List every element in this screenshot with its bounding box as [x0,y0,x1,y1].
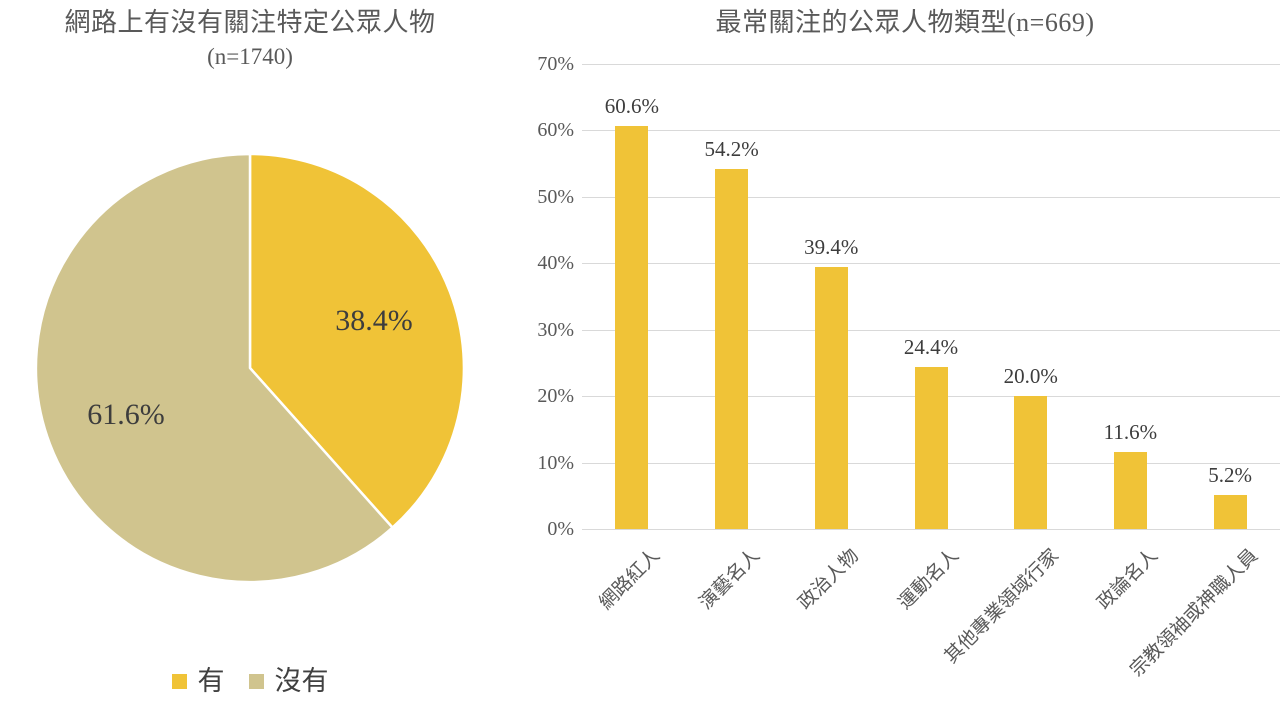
y-axis-tick-label: 10% [537,451,574,474]
bar-3 [814,267,848,529]
gridline [582,329,1280,331]
x-category-label: 演藝名人 [695,545,764,614]
bar-5 [1014,396,1048,529]
pie-chart-title: 網路上有沒有關注特定公眾人物 [64,8,436,37]
gridline [582,529,1280,530]
y-axis-tick-label: 0% [547,518,574,540]
bar-value-label: 60.6% [604,94,660,119]
pie-chart-section: 網路上有沒有關注特定公眾人物 (n=1740) 有 沒有 38.4% 61.6% [0,0,500,720]
gridline [582,196,1280,198]
bar-value-label: 11.6% [1103,419,1158,444]
bar-value-label: 54.2% [704,137,759,161]
bar-2 [715,169,749,529]
y-axis-tick-label: 60% [537,119,574,142]
x-category-label: 政治人物 [794,545,864,614]
gridline [582,64,1280,65]
bar-value-label: 20.0% [1003,364,1058,389]
x-category-label: 政論名人 [1093,545,1163,614]
x-category-label: 網路紅人 [595,545,665,614]
legend-swatch [248,674,264,689]
y-axis-tick-label: 40% [537,252,574,275]
legend-label: 有 [197,666,225,696]
bar-plot-area: 0% 10% 20% 30% 40% 50% 60% 70% 60.6% 網路紅人 54.2% 演藝名… [537,53,1280,681]
x-category-label: 運動名人 [894,545,964,614]
pie-chart-subtitle: (n=1740) [207,44,293,69]
pie-data-label: 61.6% [87,398,165,431]
legend-item: 有 [171,666,225,696]
y-axis-tick-label: 20% [537,385,574,408]
bar-chart-title: 最常關注的公眾人物類型(n=669) [715,8,1095,37]
y-axis-tick-label: 50% [537,185,574,208]
pie-chart [34,152,466,584]
y-axis-tick-label: 30% [537,318,574,341]
bar-1 [615,126,649,529]
bar-6 [1113,451,1147,529]
bar-value-label: 5.2% [1208,462,1252,487]
pie-slice-2 [34,152,394,584]
bar-value-label: 24.4% [903,334,959,359]
gridline [582,263,1280,265]
y-axis-tick-label: 70% [537,53,574,75]
pie-slice-1 [248,152,466,529]
bar-chart-section: 最常關注的公眾人物類型(n=669) 0% 10% 20% 30% 40% 50% 60% 7… [500,0,1286,720]
bar-7 [1213,494,1247,529]
bar-value-label: 39.4% [804,235,859,260]
bar-4 [914,366,948,529]
pie-data-label: 38.4% [335,304,413,337]
legend-swatch [171,674,187,689]
legend-label: 沒有 [274,666,329,696]
legend-item: 沒有 [248,666,329,696]
pie-legend: 有 沒有 [0,668,500,695]
gridline [582,130,1280,132]
